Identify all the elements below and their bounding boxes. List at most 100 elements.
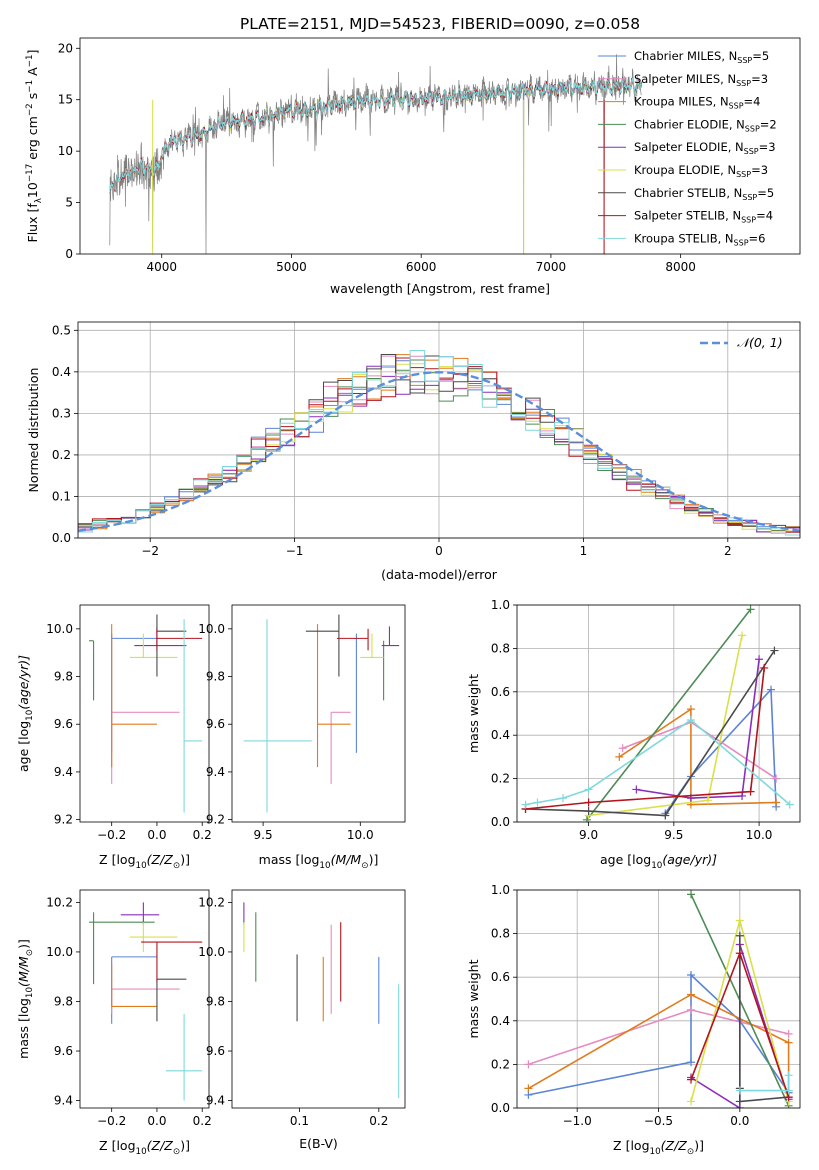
spectrum-xlabel: wavelength [Angstrom, rest frame] — [330, 281, 550, 296]
weight-marker — [785, 800, 794, 809]
weight-marker — [524, 1060, 533, 1069]
weight-vs-Z-frame — [516, 889, 801, 1109]
residual-histogram-xtick-label: −2 — [141, 544, 159, 558]
weight-vs-age-frame — [516, 604, 801, 823]
spectrum-data-line — [109, 54, 642, 254]
weight-marker — [521, 800, 530, 809]
residual-histogram-ytick-label: 0.0 — [52, 531, 71, 545]
weight-vs-age-chart: 9.0 9.5 10.0 0.0 0.2 0.4 0.6 0.8 1.0 age [log10(a… — [466, 598, 801, 871]
weight-vs-age-xtick-label: 10.0 — [746, 828, 773, 842]
mass-vs-EBV-ytick-label: 10.0 — [198, 945, 225, 959]
age-vs-Z-ytick-label: 9.2 — [54, 813, 73, 827]
weight-vs-age-plot-area — [521, 605, 794, 822]
mass-vs-Z-ytick-label: 9.6 — [54, 1044, 73, 1058]
weight-marker — [687, 890, 696, 899]
age-vs-mass-plot-area — [243, 614, 400, 813]
mass-vs-Z-ytick-label: 10.0 — [46, 945, 73, 959]
weight-marker — [738, 791, 747, 800]
figure-title: PLATE=2151, MJD=54523, FIBERID=0090, z=0… — [240, 15, 640, 33]
weight-marker — [772, 774, 781, 783]
age-vs-Z-xtick-label: 0.0 — [147, 828, 166, 842]
weight-vs-Z-ytick-label: 0.6 — [491, 970, 510, 984]
spectrum-chart: 4000 5000 6000 7000 8000 0 5 10 15 20 wavelength [… — [25, 37, 801, 296]
weight-vs-Z-ylabel: mass weight — [466, 959, 481, 1038]
weight-vs-age-ytick-label: 0.4 — [491, 728, 510, 742]
spectrum-ylabel: Flux [fλ10−17 erg cm−2 s−1 A−1] — [25, 50, 44, 243]
age-vs-mass-ytick-label: 9.2 — [206, 813, 225, 827]
weight-marker — [533, 798, 542, 807]
mass-vs-Z-xtick-label: 0.0 — [147, 1114, 166, 1128]
weight-vs-Z-ytick-label: 0.0 — [491, 1101, 510, 1115]
weight-marker — [738, 631, 747, 640]
residual-histogram-axes: −2 −1 0 1 2 0.0 0.1 0.2 0.3 0.4 0.5 (data-model)/er… — [26, 321, 801, 582]
mass-vs-Z-chart: −0.2 0.0 0.2 9.4 9.6 9.8 10.0 10.2 Z [log10(Z/Z⊙… — [16, 889, 212, 1157]
weight-marker — [735, 949, 744, 958]
weight-line — [739, 935, 789, 1103]
mass-vs-EBV-ytick-label: 9.8 — [206, 994, 225, 1008]
spectrum-ytick-label: 0 — [65, 247, 73, 261]
weight-vs-age-ytick-label: 0.6 — [491, 685, 510, 699]
weight-marker — [687, 990, 696, 999]
weight-marker — [772, 798, 781, 807]
spectrum-model-line — [109, 78, 642, 194]
mass-vs-EBV-ytick-label: 10.2 — [198, 895, 225, 909]
spectrum-xtick-label: 5000 — [276, 260, 307, 274]
age-vs-Z-ylabel: age [log10(age/yr)] — [16, 655, 35, 772]
weight-marker — [524, 1084, 533, 1093]
spectrum-ytick-label: 20 — [58, 41, 73, 55]
weight-vs-Z-plot-area — [524, 890, 793, 1108]
weight-marker — [755, 655, 764, 664]
weight-line — [586, 608, 752, 821]
mass-vs-Z-ytick-label: 10.2 — [46, 895, 73, 909]
weight-vs-age-ytick-label: 0.2 — [491, 772, 510, 786]
residual-histogram-ytick-label: 0.3 — [52, 406, 71, 420]
weight-marker — [632, 785, 641, 794]
mass-vs-Z-plot-area — [89, 902, 203, 1101]
weight-marker — [584, 785, 593, 794]
legend-entry: Chabrier MILES, NSSP=5 — [634, 49, 769, 65]
residual-histogram-plot-area — [78, 350, 800, 537]
spectrum-ytick-label: 15 — [58, 93, 73, 107]
age-vs-Z-xtick-label: 0.2 — [193, 828, 212, 842]
mass-vs-Z-xtick-label: −0.2 — [97, 1114, 126, 1128]
mass-vs-Z-frame — [79, 889, 210, 1109]
age-vs-Z-ytick-label: 9.6 — [54, 717, 73, 731]
mass-vs-EBV-plot-area — [243, 902, 400, 1099]
weight-line — [525, 667, 765, 810]
weight-marker — [735, 916, 744, 925]
weight-marker — [686, 705, 695, 714]
weight-vs-age-ylabel: mass weight — [466, 674, 481, 753]
mass-vs-EBV-xtick-label: 0.2 — [369, 1114, 388, 1128]
weight-marker — [735, 1086, 744, 1095]
mass-vs-EBV-ytick-label: 9.4 — [206, 1094, 225, 1108]
spectrum-xtick-label: 7000 — [536, 260, 567, 274]
weight-marker — [746, 787, 755, 796]
weight-marker — [687, 971, 696, 980]
weight-marker — [582, 815, 591, 822]
weight-marker — [686, 716, 695, 725]
age-vs-mass-frame — [231, 604, 406, 823]
spectrum-plot-area — [109, 54, 642, 254]
weight-vs-Z-ytick-label: 1.0 — [491, 883, 510, 897]
legend-entry: Chabrier ELODIE, NSSP=2 — [634, 117, 777, 133]
spectrum-xtick-label: 4000 — [146, 260, 177, 274]
weight-marker — [735, 931, 744, 940]
spectrum-ytick-label: 5 — [65, 196, 73, 210]
weight-line — [525, 650, 776, 817]
spectrum-frame — [79, 37, 801, 255]
mass-vs-Z-axes: −0.2 0.0 0.2 9.4 9.6 9.8 10.0 10.2 Z [log10(Z/Z⊙… — [16, 889, 212, 1157]
legend-entry: Salpeter ELODIE, NSSP=3 — [634, 140, 776, 156]
normal-curve — [78, 371, 800, 532]
residual-histogram-ytick-label: 0.4 — [52, 365, 71, 379]
residual-histogram-frame — [77, 321, 801, 539]
weight-vs-age-xlabel: age [log10(age/yr)] — [600, 852, 717, 871]
histogram-ylabel: Normed distribution — [26, 368, 41, 493]
age-vs-Z-axes: −0.2 0.0 0.2 9.2 9.4 9.6 9.8 10.0 Z [log10(Z/Z⊙)… — [16, 604, 212, 871]
weight-marker — [661, 811, 670, 820]
mass-vs-EBV-xlabel: E(B-V) — [299, 1136, 338, 1151]
mass-vs-EBV-chart: 0.1 0.2 9.4 9.6 9.8 10.0 10.2 E(B-V) — [198, 889, 406, 1151]
mass-vs-EBV-xtick-label: 0.1 — [290, 1114, 309, 1128]
legend-entry: Kroupa MILES, NSSP=4 — [634, 95, 760, 111]
residual-histogram-xtick-label: 1 — [580, 544, 588, 558]
mass-vs-EBV-axes: 0.1 0.2 9.4 9.6 9.8 10.0 10.2 E(B-V) — [198, 889, 406, 1151]
